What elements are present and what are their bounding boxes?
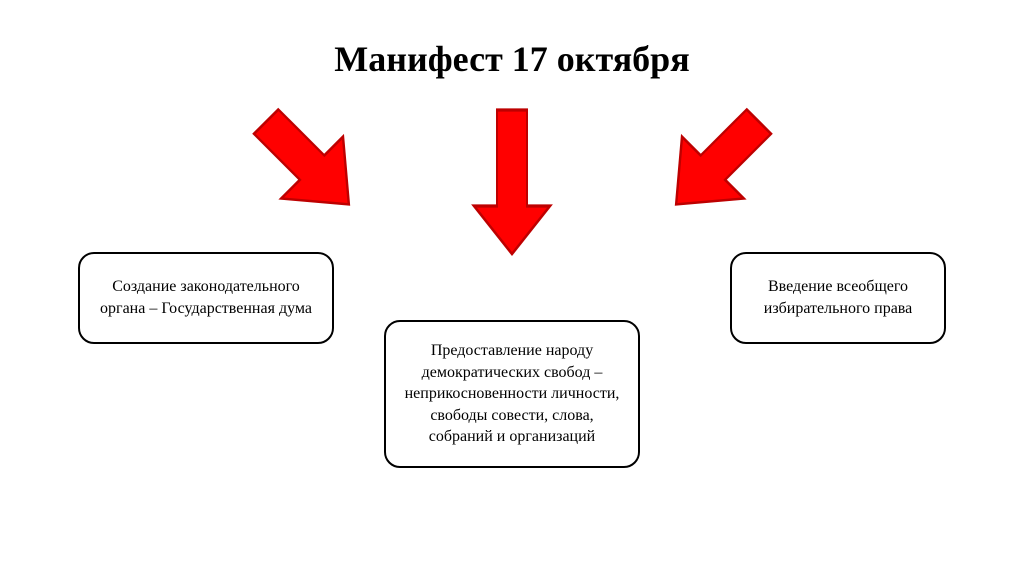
node-left: Создание законодательного органа – Госуд… bbox=[78, 252, 334, 344]
title-text: Манифест 17 октября bbox=[334, 39, 689, 79]
node-right: Введение всеобщего избирательного права bbox=[730, 252, 946, 344]
diagram-title: Манифест 17 октября bbox=[0, 38, 1024, 80]
arrow-center bbox=[462, 102, 562, 262]
node-right-text: Введение всеобщего избирательного права bbox=[746, 276, 930, 319]
node-center: Предоставление народу демократических св… bbox=[384, 320, 640, 468]
arrow-left bbox=[221, 76, 394, 249]
node-center-text: Предоставление народу демократических св… bbox=[400, 340, 624, 448]
node-left-text: Создание законодательного органа – Госуд… bbox=[94, 276, 318, 319]
arrow-right bbox=[631, 76, 804, 249]
